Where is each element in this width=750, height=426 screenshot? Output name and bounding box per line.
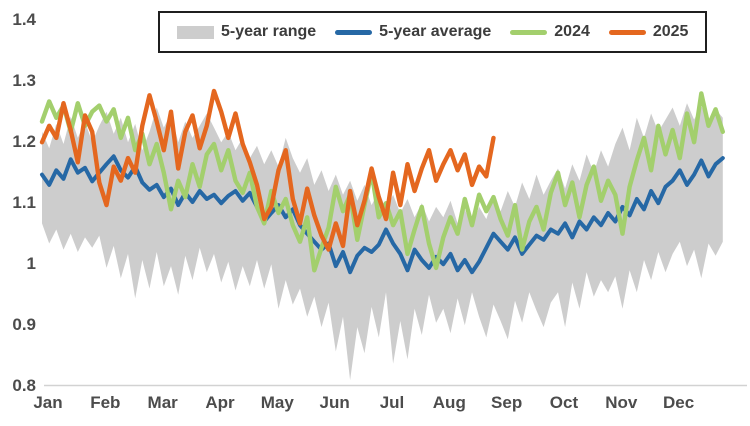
chart-legend: 5-year range 5-year average 2024 2025 bbox=[158, 11, 708, 53]
y-tick-label: 1.2 bbox=[12, 132, 36, 151]
legend-item-5-year-average: 5-year average bbox=[335, 23, 491, 41]
x-tick-label-apr: Apr bbox=[205, 393, 235, 412]
y-tick-label: 1.3 bbox=[12, 71, 36, 90]
x-tick-label-mar: Mar bbox=[148, 393, 179, 412]
legend-item-2024: 2024 bbox=[510, 23, 590, 41]
x-tick-label-dec: Dec bbox=[663, 393, 694, 412]
line-swatch-icon bbox=[608, 29, 646, 35]
legend-item-5-year-range: 5-year range bbox=[177, 23, 316, 41]
x-tick-label-may: May bbox=[261, 393, 295, 412]
y-tick-label: 1 bbox=[27, 254, 36, 273]
line-2025 bbox=[39, 88, 496, 252]
x-tick-label-jun: Jun bbox=[320, 393, 350, 412]
y-tick-label: 1.4 bbox=[12, 10, 36, 29]
x-tick-label-jan: Jan bbox=[33, 393, 62, 412]
legend-label: 2025 bbox=[652, 23, 689, 40]
line-swatch-icon bbox=[510, 29, 548, 35]
band-swatch-icon bbox=[177, 25, 214, 39]
x-tick-label-sep: Sep bbox=[491, 393, 522, 412]
y-tick-label: 1.1 bbox=[12, 193, 36, 212]
x-tick-label-oct: Oct bbox=[550, 393, 579, 412]
x-tick-label-nov: Nov bbox=[605, 393, 638, 412]
x-tick-label-feb: Feb bbox=[90, 393, 120, 412]
x-tick-label-aug: Aug bbox=[433, 393, 466, 412]
x-tick-label-jul: Jul bbox=[380, 393, 405, 412]
legend-label: 2024 bbox=[554, 23, 590, 40]
legend-label: 5-year range bbox=[221, 23, 317, 40]
line-swatch-icon bbox=[335, 29, 373, 35]
average-line bbox=[40, 154, 725, 275]
y-tick-label: 0.9 bbox=[12, 315, 36, 334]
legend-label: 5-year average bbox=[379, 23, 492, 40]
y-tick-label: 0.8 bbox=[12, 376, 36, 395]
legend-item-2025: 2025 bbox=[608, 23, 689, 41]
